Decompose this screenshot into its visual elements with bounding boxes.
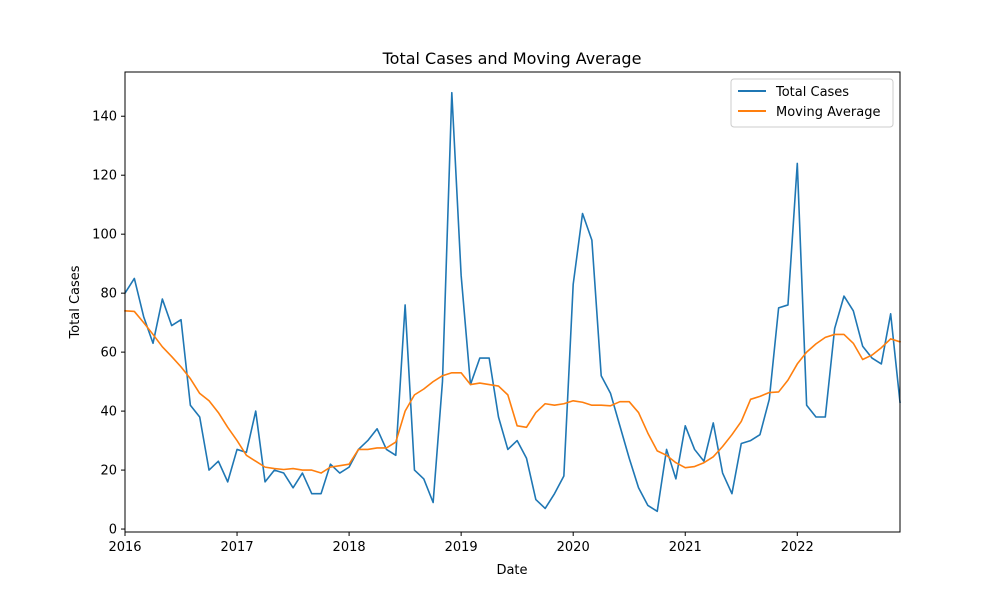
x-tick-label: 2017 [221, 540, 254, 555]
series-group [123, 91, 902, 513]
y-tick-label: 100 [92, 228, 117, 243]
x-axis-label: Date [496, 563, 527, 578]
x-tick-label: 2021 [669, 540, 702, 555]
y-tick-label: 120 [92, 169, 117, 184]
legend-box [730, 78, 894, 128]
x-tick-label: 2022 [781, 540, 814, 555]
legend: Total Cases Moving Average [730, 78, 894, 128]
y-axis-label: Total Cases [68, 265, 83, 339]
chart-title: Total Cases and Moving Average [382, 49, 642, 68]
y-tick-label: 80 [100, 287, 117, 302]
legend-label-moving-average: Moving Average [776, 105, 880, 120]
x-axis: 2016 2017 2018 2019 2020 2021 2022 [108, 532, 814, 555]
y-tick-label: 0 [109, 523, 117, 538]
y-tick-label: 20 [100, 464, 117, 479]
plot-frame [124, 71, 901, 533]
legend-label-total-cases: Total Cases [775, 85, 849, 100]
x-tick-label: 2016 [108, 540, 141, 555]
series-line-moving-average [124, 310, 902, 474]
x-tick-label: 2018 [333, 540, 366, 555]
y-axis: 0 20 40 60 80 100 120 140 [92, 110, 125, 538]
series-line-total-cases [123, 91, 901, 513]
y-tick-label: 40 [100, 405, 117, 420]
x-tick-label: 2019 [445, 540, 478, 555]
y-tick-label: 60 [100, 346, 117, 361]
x-tick-label: 2020 [557, 540, 590, 555]
y-tick-label: 140 [92, 110, 117, 125]
